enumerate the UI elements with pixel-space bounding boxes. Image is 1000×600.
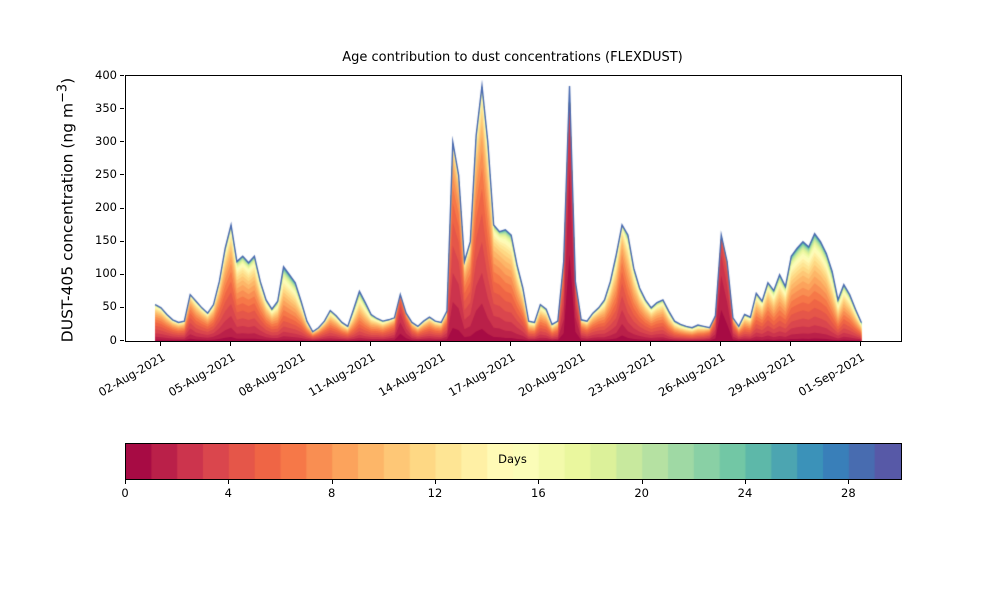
x-tick-mark [230, 342, 232, 346]
y-tick-label: 400 [95, 67, 117, 82]
colorbar-tick-mark [745, 480, 746, 484]
colorbar-tick-mark [228, 480, 230, 484]
colorbar-tick-label: 12 [427, 486, 443, 500]
x-tick-mark [650, 342, 652, 346]
colorbar-tick-label: 24 [737, 486, 753, 500]
x-tick-label: 23-Aug-2021 [585, 350, 658, 400]
x-tick-label: 20-Aug-2021 [515, 350, 588, 400]
y-tick-label: 300 [95, 133, 117, 148]
stacked-area-chart [126, 76, 901, 341]
y-tick-mark [120, 340, 124, 341]
y-tick-mark [120, 108, 124, 110]
y-tick-mark [120, 75, 124, 76]
y-tick-label: 150 [95, 233, 117, 248]
colorbar-tick-mark [435, 480, 436, 484]
y-tick-mark [120, 273, 124, 275]
colorbar-tick-label: 28 [841, 486, 856, 500]
colorbar-tick-mark [848, 480, 850, 484]
x-tick-label: 17-Aug-2021 [445, 350, 518, 400]
y-tick-label: 50 [102, 299, 117, 314]
y-tick-mark [120, 207, 124, 209]
colorbar-tick-label: 8 [327, 486, 336, 500]
x-tick-mark [860, 342, 862, 346]
x-tick-label: 26-Aug-2021 [655, 350, 728, 400]
plot-area [125, 75, 902, 342]
chart-title: Age contribution to dust concentrations … [342, 50, 683, 65]
colorbar-tick-label: 20 [634, 486, 649, 500]
colorbar-tick-mark [331, 480, 333, 484]
x-tick-mark [160, 342, 161, 346]
colorbar-tick-label: 4 [224, 486, 232, 500]
y-tick-label: 0 [109, 332, 117, 347]
y-axis-label-exponent: −3 [55, 83, 71, 103]
x-tick-label: 01-Sep-2021 [796, 350, 868, 400]
x-tick-mark [720, 342, 722, 346]
colorbar-gradient [126, 444, 901, 479]
colorbar-tick-mark [538, 480, 540, 484]
x-tick-mark [440, 342, 442, 346]
x-tick-mark [580, 342, 582, 346]
y-tick-label: 350 [95, 100, 117, 115]
x-tick-label: 14-Aug-2021 [375, 350, 448, 400]
x-tick-label: 02-Aug-2021 [95, 350, 168, 400]
colorbar-tick-label: 16 [531, 486, 546, 500]
x-tick-mark [790, 342, 792, 346]
x-tick-mark [300, 342, 302, 346]
x-tick-label: 08-Aug-2021 [235, 350, 308, 400]
y-tick-label: 100 [95, 266, 117, 281]
y-tick-mark [120, 174, 124, 176]
x-tick-label: 29-Aug-2021 [725, 350, 798, 400]
x-tick-label: 11-Aug-2021 [305, 350, 378, 400]
x-tick-mark [510, 342, 512, 346]
colorbar [125, 443, 902, 480]
y-tick-mark [120, 306, 124, 308]
y-tick-mark [120, 240, 124, 242]
x-tick-label: 05-Aug-2021 [165, 350, 238, 400]
colorbar-tick-mark [125, 480, 126, 484]
y-tick-label: 250 [95, 166, 117, 181]
y-tick-mark [120, 141, 124, 143]
x-tick-mark [370, 342, 372, 346]
y-tick-label: 200 [95, 200, 117, 214]
colorbar-tick-mark [641, 480, 643, 484]
colorbar-tick-label: 0 [121, 486, 129, 500]
